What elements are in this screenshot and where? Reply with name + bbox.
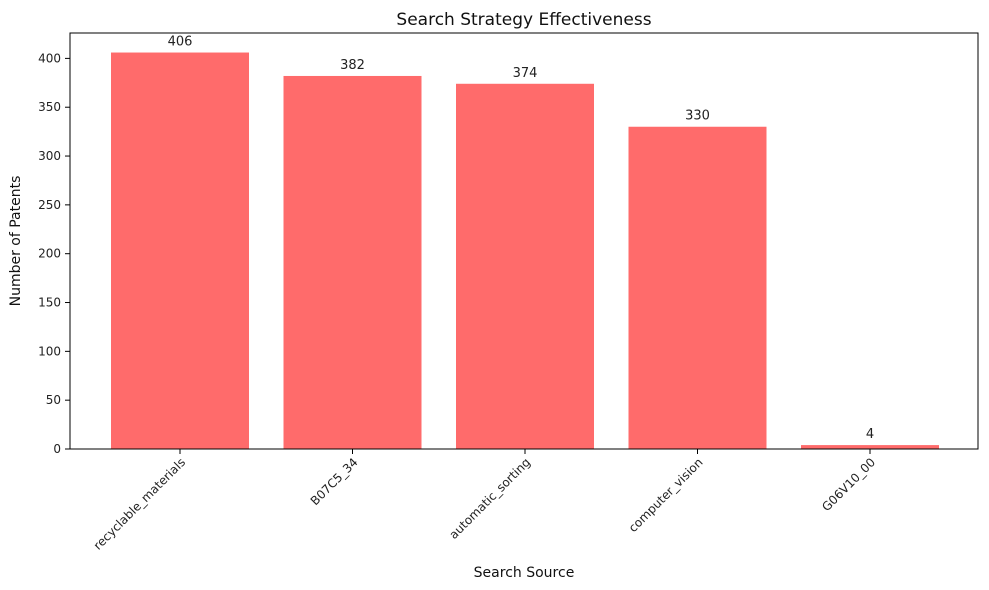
data-label-automatic_sorting: 374 [513, 66, 538, 81]
data-label-computer_vision: 330 [685, 109, 710, 124]
y-tick-label: 200 [38, 247, 61, 261]
y-axis-label: Number of Patents [8, 176, 24, 307]
data-label-G06V10_00: 4 [866, 427, 874, 442]
bar-B07C5_34 [284, 76, 422, 449]
chart-title: Search Strategy Effectiveness [396, 10, 651, 30]
y-tick-label: 0 [53, 442, 61, 456]
data-label-B07C5_34: 382 [340, 58, 365, 73]
bar-computer_vision [629, 127, 767, 449]
x-axis-label: Search Source [474, 565, 575, 581]
y-tick-label: 250 [38, 198, 61, 212]
y-tick-label: 400 [38, 51, 61, 65]
bar-G06V10_00 [801, 445, 939, 449]
y-tick-label: 350 [38, 100, 61, 114]
bar-automatic_sorting [456, 84, 594, 449]
y-tick-label: 150 [38, 296, 61, 310]
y-tick-label: 50 [46, 393, 61, 407]
bar-recyclable_materials [111, 53, 249, 449]
y-tick-label: 100 [38, 344, 61, 358]
data-label-recyclable_materials: 406 [168, 35, 193, 50]
y-tick-label: 300 [38, 149, 61, 163]
